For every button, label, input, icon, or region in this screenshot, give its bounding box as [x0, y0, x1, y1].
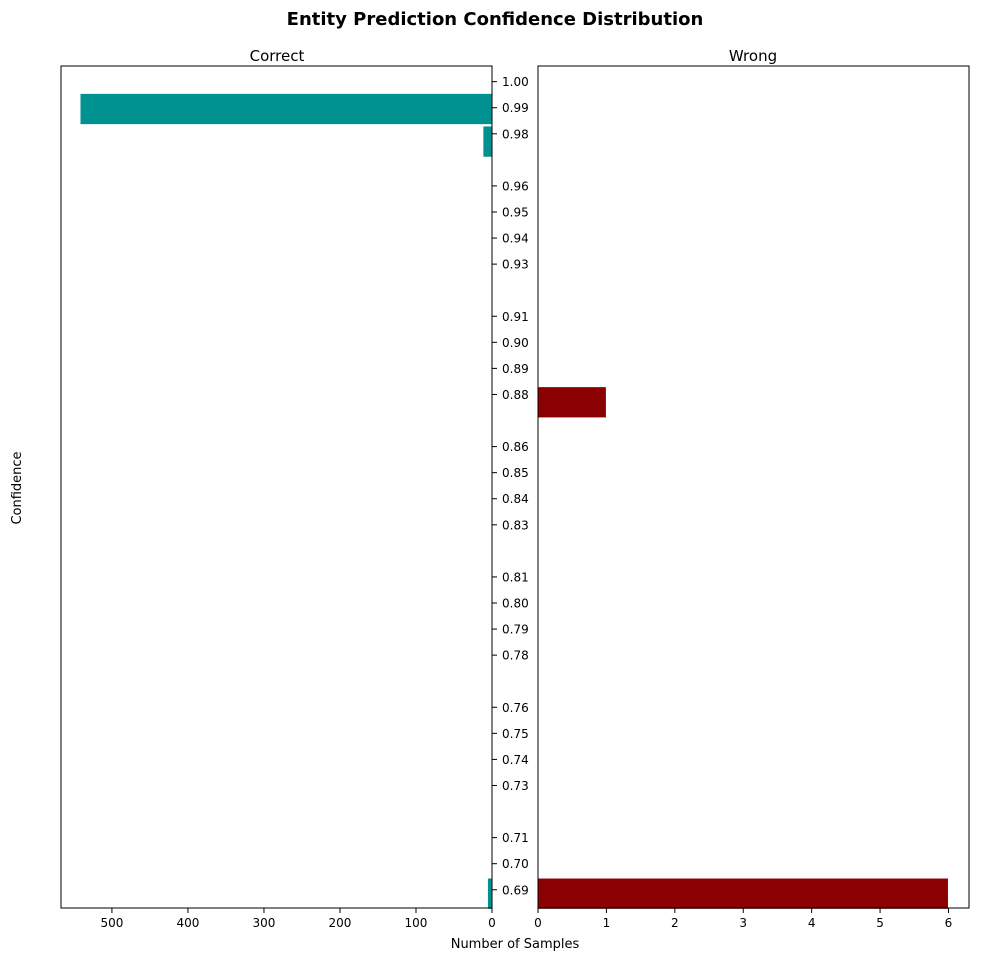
y-tick-label-8: 0.90 [502, 336, 529, 350]
plot-frame-correct [60, 65, 493, 909]
y-tick-label-20: 0.75 [502, 727, 529, 741]
bar-correct-0 [79, 92, 493, 126]
y-tick-label-22: 0.73 [502, 779, 529, 793]
y-tick-label-5: 0.94 [502, 232, 529, 246]
y-tick-label-17: 0.79 [502, 623, 529, 637]
y-tick-label-9: 0.89 [502, 362, 529, 376]
x-tick-label-correct-4: 100 [405, 916, 428, 930]
bar-correct-1 [482, 125, 493, 158]
x-tick-label-correct-0: 500 [100, 916, 123, 930]
x-tick-label-correct-5: 0 [488, 916, 496, 930]
y-tick-label-12: 0.85 [502, 466, 529, 480]
y-tick-label-25: 0.69 [502, 883, 529, 897]
y-tick-label-18: 0.78 [502, 649, 529, 663]
y-tick-label-13: 0.84 [502, 492, 529, 506]
x-tick-label-wrong-4: 4 [808, 916, 816, 930]
x-tick-label-wrong-1: 1 [603, 916, 611, 930]
y-tick-label-10: 0.88 [502, 388, 529, 402]
bar-wrong-0 [537, 386, 607, 419]
y-tick-label-6: 0.93 [502, 258, 529, 272]
bar-wrong-1 [537, 877, 949, 910]
y-tick-label-11: 0.86 [502, 440, 529, 454]
y-tick-label-3: 0.96 [502, 179, 529, 193]
y-tick-label-1: 0.99 [502, 101, 529, 115]
plot-frame-wrong [537, 65, 970, 909]
x-tick-label-correct-3: 200 [329, 916, 352, 930]
y-tick-label-2: 0.98 [502, 127, 529, 141]
y-tick-label-0: 1.00 [502, 75, 529, 89]
y-tick-label-15: 0.81 [502, 570, 529, 584]
x-tick-label-wrong-0: 0 [534, 916, 542, 930]
y-tick-label-21: 0.74 [502, 753, 529, 767]
y-tick-label-4: 0.95 [502, 205, 529, 219]
y-tick-label-23: 0.71 [502, 831, 529, 845]
y-tick-label-16: 0.80 [502, 597, 529, 611]
x-axis-label: Number of Samples [451, 937, 580, 952]
x-tick-label-wrong-6: 6 [945, 916, 953, 930]
y-axis-label: Confidence [10, 451, 25, 524]
x-tick-label-wrong-2: 2 [671, 916, 679, 930]
bar-correct-2 [486, 877, 493, 910]
panel-title-wrong: Wrong [729, 47, 777, 65]
x-tick-label-wrong-5: 5 [876, 916, 884, 930]
chart-title: Entity Prediction Confidence Distributio… [287, 9, 704, 30]
bars-layer [79, 92, 949, 910]
panel-title-correct: Correct [250, 47, 305, 65]
y-tick-label-14: 0.83 [502, 518, 529, 532]
axes-layer: 500 400 300 200 100 0 0 1 2 3 4 5 6 1.00 0.99 0.98 0.96 0… [60, 65, 970, 930]
x-tick-label-correct-2: 300 [253, 916, 276, 930]
x-tick-label-correct-1: 400 [176, 916, 199, 930]
y-tick-label-19: 0.76 [502, 701, 529, 715]
x-tick-label-wrong-3: 3 [739, 916, 747, 930]
y-tick-label-7: 0.91 [502, 310, 529, 324]
y-tick-label-24: 0.70 [502, 857, 529, 871]
